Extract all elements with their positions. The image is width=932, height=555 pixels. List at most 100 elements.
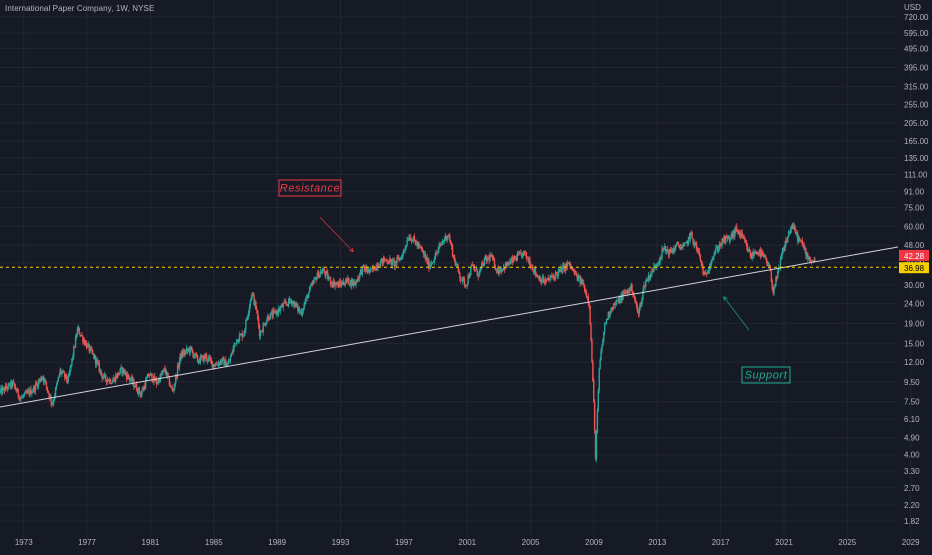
y-tick-label: 60.00 (904, 222, 925, 231)
candle-body (17, 388, 19, 396)
candle-body (148, 375, 151, 377)
y-tick-label: 135.00 (904, 154, 929, 163)
candle-body (688, 236, 691, 240)
candle-body (641, 298, 643, 305)
candle-body (510, 260, 512, 262)
candle-body (787, 236, 789, 243)
candle-body (520, 252, 522, 254)
candle-body (294, 302, 296, 308)
candle-body (777, 267, 780, 272)
candle-body (722, 238, 724, 243)
candle-body (654, 265, 657, 267)
candle-body (649, 274, 651, 280)
candle-body (416, 243, 418, 246)
candle-body (482, 263, 485, 266)
candle-body (772, 289, 774, 293)
candle-body (478, 271, 480, 277)
candle-body (273, 310, 275, 312)
candle-body (145, 379, 147, 389)
candle-body (456, 264, 458, 266)
candle-body (77, 327, 80, 329)
annotation-arrow (723, 296, 750, 331)
candle-body (396, 257, 398, 263)
candle-body (697, 249, 700, 251)
candle-body (46, 386, 49, 391)
candle-body (613, 303, 615, 310)
y-tick-label: 24.00 (904, 300, 925, 309)
candle-body (218, 362, 221, 365)
candle-body (21, 396, 23, 399)
candle-body (252, 292, 254, 295)
candle-body (733, 230, 735, 237)
candle-body (400, 257, 403, 260)
candle-body (575, 272, 578, 276)
candle-body (563, 265, 566, 271)
candle-body (185, 350, 187, 354)
candle-body (14, 386, 17, 390)
candle-body (539, 277, 541, 281)
candle-body (468, 275, 470, 278)
candle-body (676, 242, 679, 244)
candle-body (783, 247, 785, 251)
candle-body (677, 242, 680, 246)
candle-body (644, 285, 646, 287)
candle-body (716, 247, 719, 251)
candle-body (666, 249, 669, 253)
candle-body (487, 257, 489, 258)
candle-body (267, 315, 270, 320)
candle-body (23, 392, 26, 395)
candle-body (257, 318, 260, 327)
candle-body (432, 262, 435, 263)
candle-body (578, 276, 580, 277)
candle-body (756, 253, 758, 255)
candle-body (643, 285, 645, 291)
candle-body (755, 251, 757, 254)
candle-body (191, 348, 193, 352)
candle-body (622, 293, 624, 301)
candle-body (270, 312, 273, 313)
candle-body (599, 359, 601, 370)
candle-body (450, 243, 453, 247)
candle-body (367, 270, 369, 273)
candle-body (642, 290, 644, 299)
x-tick-label: 1989 (268, 538, 286, 547)
candle-body (217, 362, 220, 366)
candle-body (344, 283, 346, 286)
price-axis[interactable]: 720.00 595.00 495.00 395.00 315.00 255.00 205.… (899, 3, 929, 526)
candle-body (737, 230, 740, 235)
candle-body (615, 300, 618, 305)
candle-body (221, 358, 223, 363)
candle-body (699, 254, 702, 261)
time-axis[interactable]: 1973 1977 1981 1985 1989 1993 1997 2001 2005 2009… (15, 538, 920, 547)
candle-body (572, 267, 574, 271)
candle-body (441, 241, 444, 244)
annotation-label: Resistance (280, 183, 340, 195)
candle-body (234, 343, 236, 345)
candle-body (263, 323, 265, 325)
candle-body (155, 379, 158, 385)
candle-body (100, 369, 102, 374)
candle-body (701, 262, 703, 267)
candle-body (560, 267, 562, 271)
candle-body (463, 279, 466, 286)
candle-body (421, 249, 424, 251)
candle-body (593, 402, 596, 431)
candle-body (377, 265, 379, 269)
candle-body (549, 278, 551, 280)
candle-body (670, 250, 672, 252)
candle-body (757, 252, 760, 254)
candle-body (812, 260, 814, 262)
candle-body (446, 236, 448, 241)
candle-body (258, 326, 261, 337)
candle-body (321, 270, 324, 274)
last-price-badge (899, 249, 929, 261)
candle-body (674, 248, 676, 252)
candle-body (290, 300, 293, 304)
candle-body (104, 374, 106, 376)
candle-body (335, 283, 337, 285)
candle-body (75, 336, 78, 338)
candle-body (623, 292, 625, 294)
